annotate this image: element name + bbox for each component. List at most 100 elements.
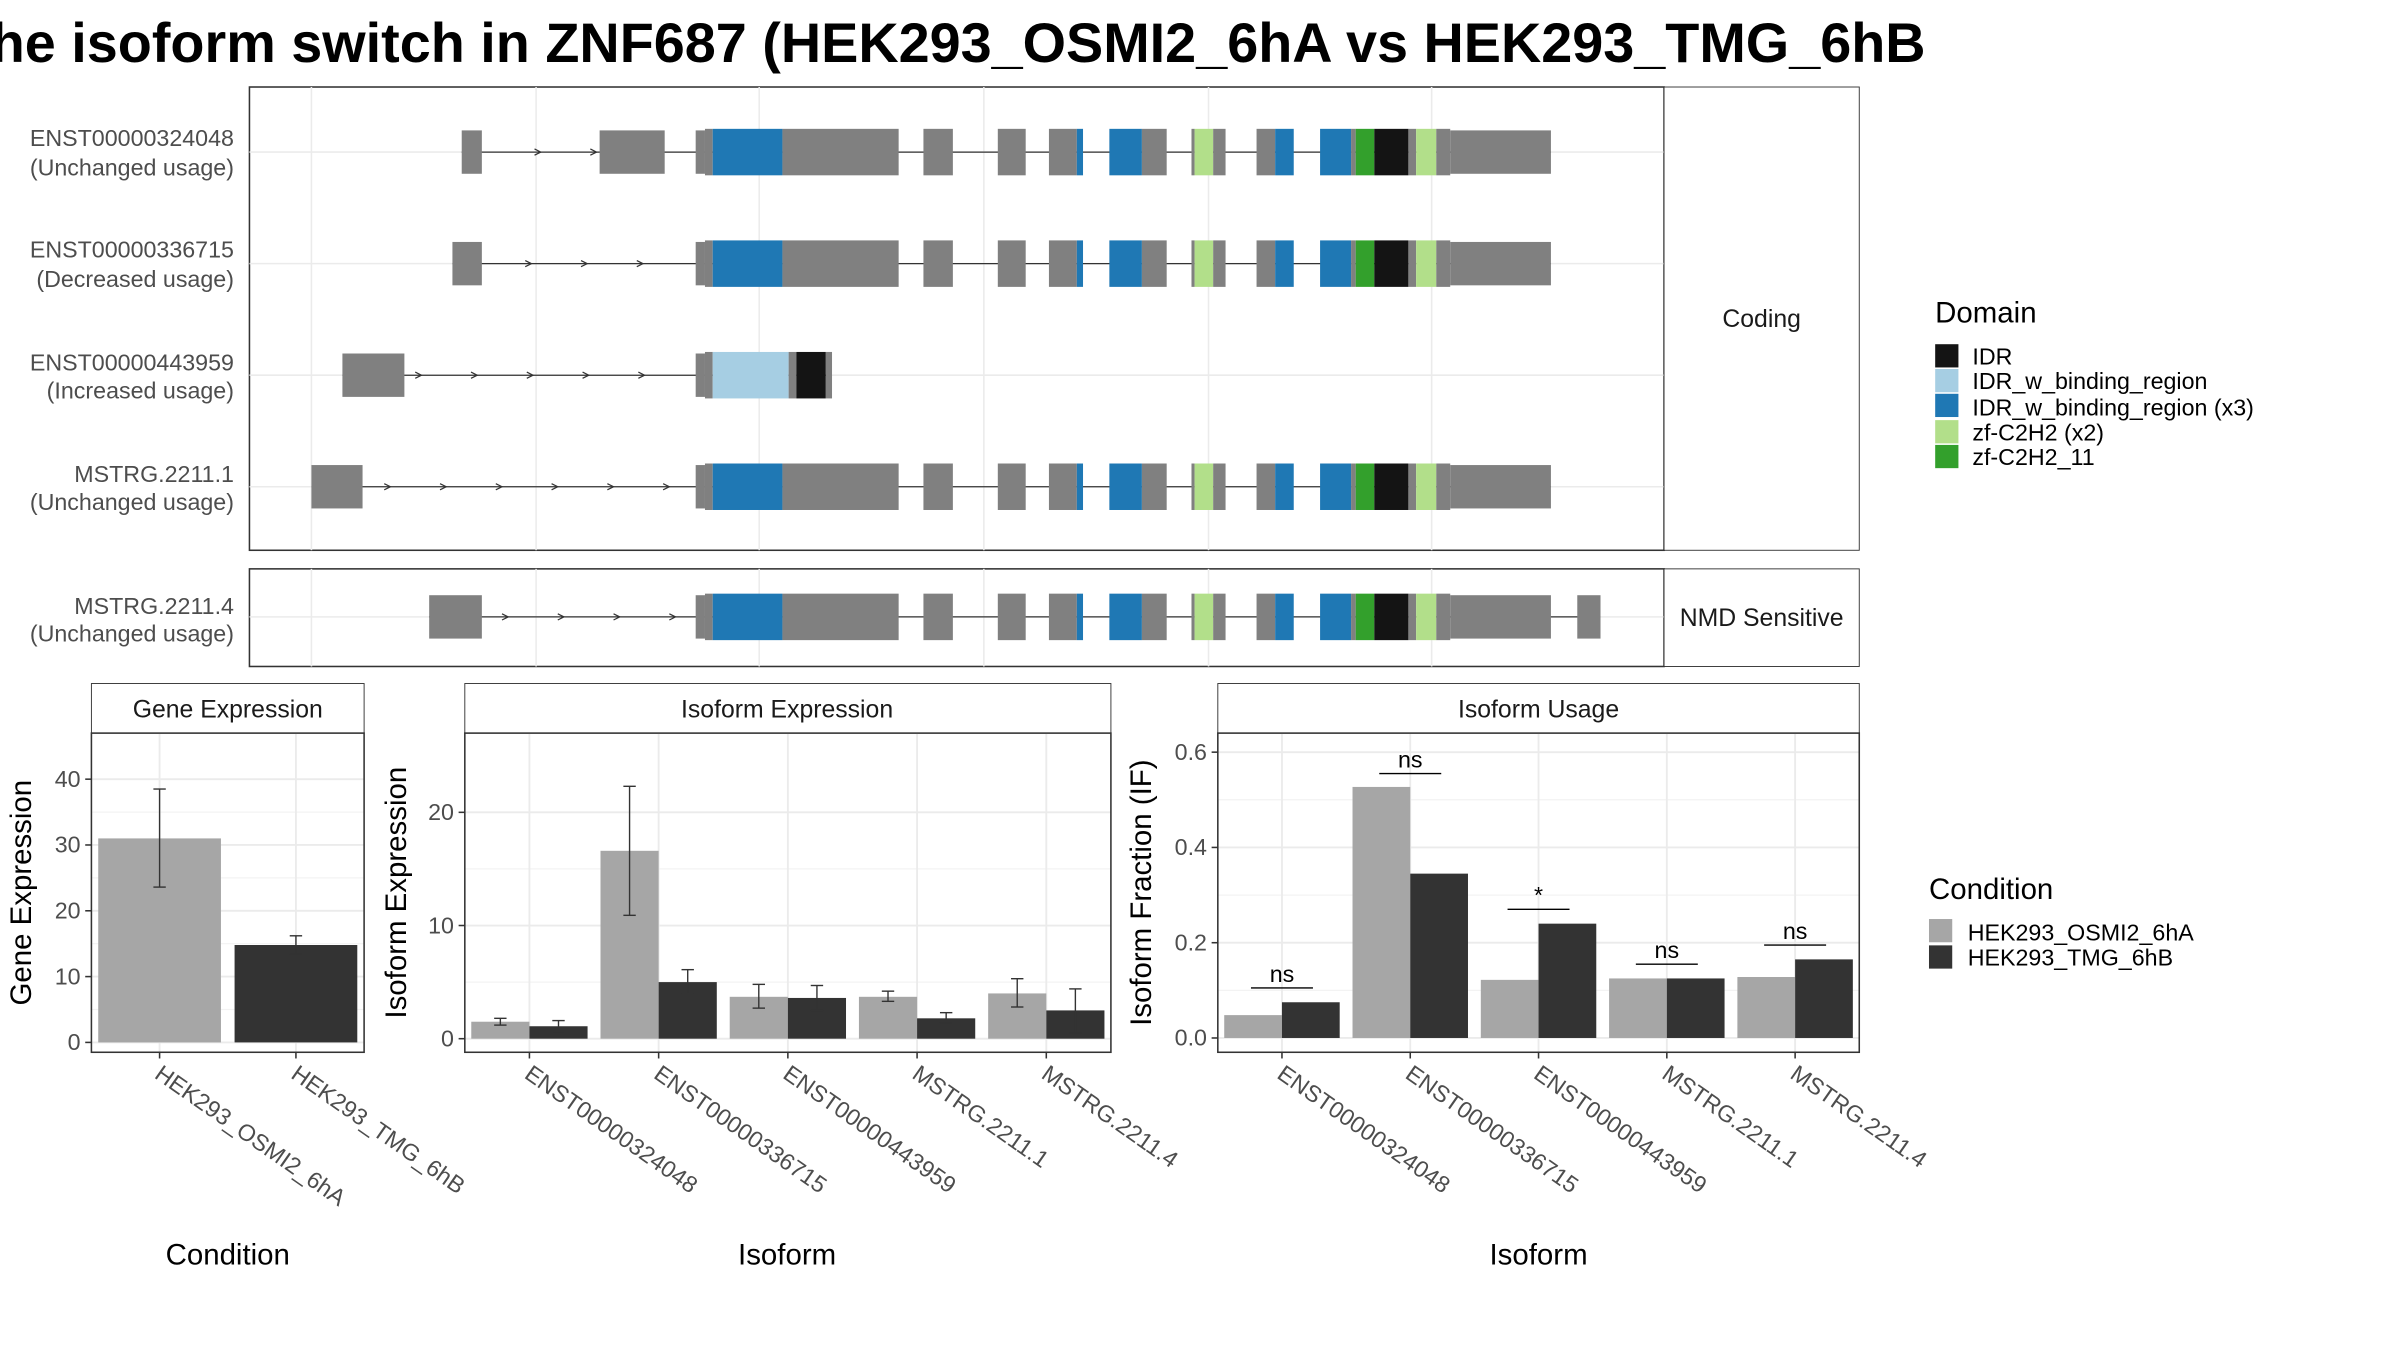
transcript-usage-label: (Unchanged usage) (30, 489, 234, 515)
utr-exon (695, 595, 705, 639)
domain-block (1076, 240, 1084, 287)
condition-legend: Condition HEK293_OSMI2_6hA HEK293_TMG_6h… (1928, 873, 2194, 971)
bar (1224, 1015, 1282, 1038)
exon-block (1436, 240, 1451, 287)
exon-block (997, 240, 1026, 287)
exon-block (1351, 463, 1356, 510)
exon-block (997, 128, 1026, 176)
exon-block (1256, 593, 1276, 641)
exon-block (1048, 128, 1077, 176)
legend-swatch-idr-binding (1935, 368, 1959, 393)
domain-block (1275, 128, 1294, 176)
domain-block (1374, 240, 1409, 287)
strand-arrow (501, 613, 510, 621)
utr-exon (342, 353, 405, 397)
exon-block (1577, 595, 1601, 639)
exon-block (1191, 593, 1195, 641)
domain-block (1076, 593, 1084, 641)
domain-block (712, 240, 783, 287)
strand-arrow (582, 371, 591, 379)
y-tick-label: 20 (428, 799, 454, 825)
bar (1737, 977, 1796, 1038)
domain-block (1194, 128, 1214, 176)
bar (1795, 959, 1853, 1038)
panel-strip (90, 683, 365, 734)
exon-block (1213, 593, 1226, 641)
plot-border (90, 732, 365, 1054)
strand-arrow (551, 483, 560, 491)
domain-block (1320, 128, 1352, 176)
bar (1666, 978, 1725, 1038)
y-tick-label: 10 (428, 912, 454, 938)
exon-block (1450, 465, 1551, 509)
exon-block (1256, 128, 1276, 176)
domain-block (1194, 593, 1214, 641)
significance-label: ns (1270, 961, 1295, 987)
legend-swatch-idr-binding-x3 (1935, 393, 1959, 418)
strand-arrow (524, 259, 533, 268)
strip-nmd (1663, 568, 1860, 667)
strand-arrow (557, 613, 566, 621)
y-tick-label: 0.4 (1175, 834, 1207, 860)
legend-swatch-zf-c2h2-11 (1935, 444, 1959, 469)
domain-block (1194, 463, 1214, 510)
bar (1609, 978, 1667, 1038)
strand-arrow (669, 613, 677, 621)
legend-label: IDR_w_binding_region (1972, 368, 2207, 394)
exon-block (1048, 463, 1077, 510)
panel-title: Isoform Expression (681, 697, 893, 724)
exon-block (997, 463, 1026, 510)
transcript-usage-label: (Unchanged usage) (30, 154, 234, 180)
transcript-usage-label: (Decreased usage) (36, 266, 234, 292)
domain-block (1374, 128, 1409, 176)
exon-block (1408, 593, 1417, 641)
domain-block (1275, 240, 1294, 287)
strand-arrow (534, 148, 543, 156)
legend-label: IDR (1972, 343, 2012, 369)
domain-block (1355, 463, 1375, 510)
exon-block (704, 593, 713, 641)
domain-block (1275, 463, 1294, 510)
transcript-track-2 (249, 351, 1665, 399)
domain-legend: Domain IDR IDR_w_binding_region IDR_w_bi… (1935, 297, 2254, 470)
domain-block (1109, 240, 1142, 287)
exon-block (1450, 595, 1551, 639)
exon-block (704, 240, 713, 287)
condition-legend-title: Condition (1929, 873, 2053, 906)
transcript-track-4 (249, 593, 1665, 641)
exon-block (1141, 240, 1167, 287)
legend-swatch-condition-a (1928, 919, 1953, 943)
utr-exon (695, 130, 705, 174)
y-tick-label: 0.6 (1175, 739, 1207, 765)
exon-block (923, 593, 953, 641)
transcript-id-label: ENST00000324048 (30, 125, 234, 151)
exon-block (1191, 463, 1195, 510)
exon-block (1048, 240, 1077, 287)
bar (858, 996, 918, 1039)
strand-arrow (526, 371, 535, 379)
x-axis-label: Isoform (1489, 1239, 1587, 1272)
transcript-usage-label: (Unchanged usage) (30, 621, 234, 647)
domain-block (1320, 463, 1352, 510)
legend-label: zf-C2H2 (x2) (1972, 419, 2104, 445)
exon-block (1256, 240, 1276, 287)
exon-block (825, 351, 833, 399)
strip-coding (1663, 86, 1860, 551)
x-tick-label: MSTRG.2211.4 (1037, 1060, 1183, 1173)
strand-arrow (590, 148, 598, 156)
exon-block (704, 128, 713, 176)
strand-arrow (414, 371, 423, 379)
domain-block (1355, 593, 1375, 641)
exon-block (1436, 463, 1451, 510)
bar (1410, 873, 1468, 1038)
utr-exon (461, 130, 482, 174)
strip-coding-label: Coding (1722, 306, 1801, 333)
bar (1352, 786, 1411, 1038)
utr-exon (311, 465, 363, 509)
exon-block (1191, 240, 1195, 287)
bar (1538, 923, 1597, 1038)
domain-block (1416, 240, 1437, 287)
exon-block (923, 128, 953, 176)
y-axis-label: Isoform Expression (380, 767, 413, 1019)
transcript-track-0 (249, 128, 1665, 176)
